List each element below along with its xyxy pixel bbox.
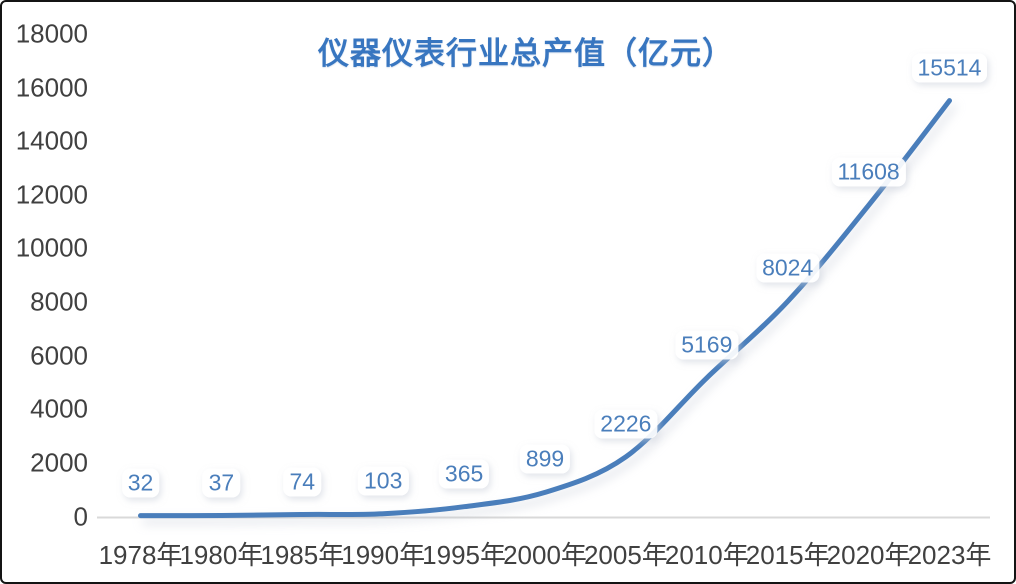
y-tick-label: 8000 [30,286,88,317]
x-tick-label: 2005年 [583,540,668,570]
data-label: 74 [283,467,322,496]
x-tick-label: 2010年 [664,540,749,570]
data-label: 365 [438,459,490,489]
data-label: 37 [202,468,241,497]
data-label: 2226 [594,409,658,439]
y-tick-label: 12000 [15,179,88,210]
series-line [138,98,952,519]
x-tick-label: 1978年 [98,540,183,570]
y-tick-label: 18000 [15,18,88,49]
chart-title: 仪器仪表行业总产值（亿元） [318,36,734,71]
x-tick-label: 1995年 [422,540,507,570]
x-tick-label: 2020年 [826,540,911,570]
x-tick-label: 2000年 [503,540,587,570]
y-tick-label: 16000 [15,72,88,103]
x-tick-label: 1990年 [341,540,426,570]
y-tick-label: 14000 [15,125,88,156]
data-label: 15514 [911,53,988,83]
x-tick-label: 1980年 [179,540,264,570]
y-tick-label: 4000 [30,393,88,424]
y-tick-label: 0 [73,501,88,531]
y-tick-label: 6000 [30,340,88,371]
data-label: 899 [519,444,571,474]
x-tick-label: 2015年 [745,540,830,570]
data-label: 103 [358,466,409,496]
data-label: 5169 [675,330,739,360]
data-label: 32 [121,468,160,498]
x-tick-label: 2023年 [907,540,992,570]
x-tick-label: 1985年 [260,540,345,570]
data-label: 8024 [756,253,820,283]
y-tick-label: 10000 [15,232,88,263]
y-tick-label: 2000 [30,447,88,478]
data-label: 11608 [831,157,906,187]
